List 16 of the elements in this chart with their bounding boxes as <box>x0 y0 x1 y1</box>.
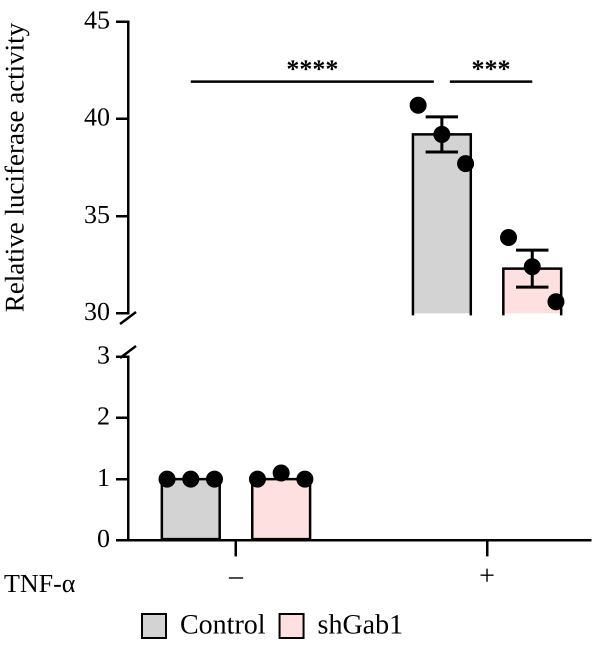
y-tick-label: 40 <box>84 102 110 132</box>
y-tick-label: 45 <box>84 5 110 34</box>
legend-label: Control <box>180 609 266 640</box>
legend-label: shGab1 <box>318 609 404 640</box>
y-tick-label: 0 <box>97 524 110 554</box>
y-tick-label: 1 <box>97 462 110 492</box>
x-tick-label: – <box>228 560 244 592</box>
y-axis-title: Relative luciferase activity <box>0 22 30 312</box>
y-tick-label: 2 <box>97 402 110 431</box>
annotation: *** <box>472 54 511 84</box>
annotation: **** <box>286 54 338 84</box>
x-tick-label: + <box>479 560 495 592</box>
y-tick-label: 3 <box>97 340 110 370</box>
y-tick-label: 35 <box>84 200 110 229</box>
x-axis-title: TNF-α <box>4 569 76 598</box>
y-tick-label: 30 <box>84 297 110 326</box>
